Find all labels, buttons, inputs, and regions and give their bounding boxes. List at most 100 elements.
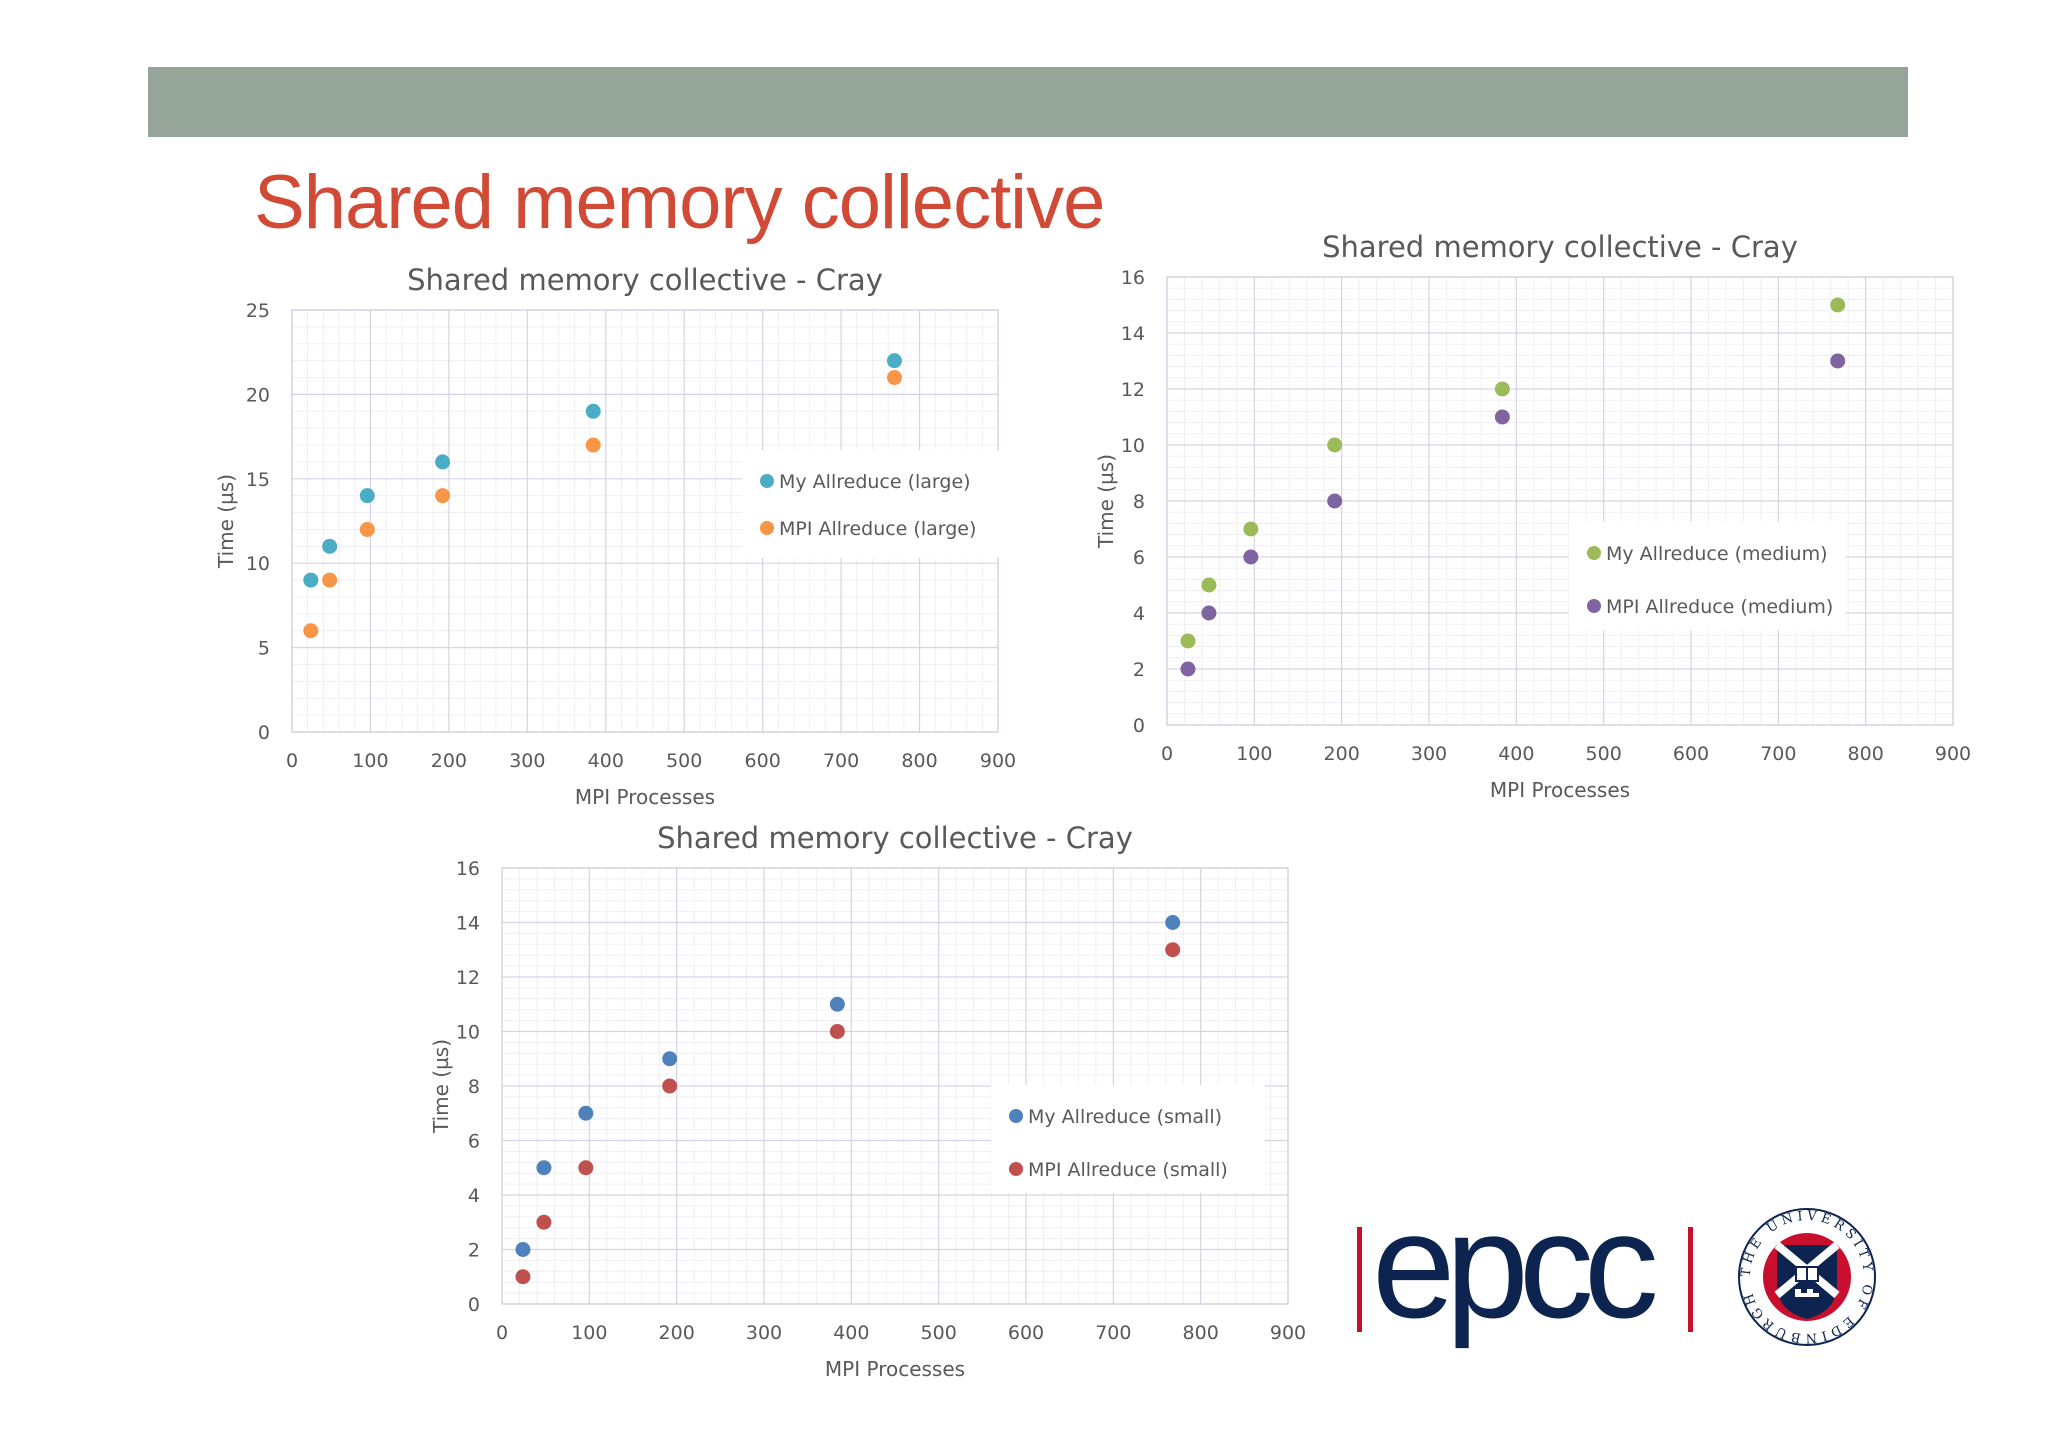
y-tick-label: 10 <box>246 553 270 575</box>
chart-title: Shared memory collective - Cray <box>657 821 1133 855</box>
data-point <box>585 437 601 453</box>
logo-area: epcc THE UNIVERSITY OF EDINBURGH <box>1340 1181 1900 1370</box>
x-tick-label: 600 <box>1008 1322 1044 1344</box>
data-point <box>662 1078 678 1094</box>
y-tick-label: 2 <box>468 1240 480 1262</box>
y-tick-label: 10 <box>1121 435 1145 457</box>
data-point <box>1243 521 1259 537</box>
x-axis-label: MPI Processes <box>1490 778 1630 802</box>
legend-marker <box>760 474 774 488</box>
x-tick-label: 800 <box>1183 1322 1219 1344</box>
y-tick-label: 6 <box>468 1131 480 1153</box>
chart-title: Shared memory collective - Cray <box>407 263 883 297</box>
x-tick-label: 100 <box>571 1322 607 1344</box>
x-tick-label: 800 <box>901 750 937 772</box>
series-1 <box>1180 353 1846 677</box>
legend-marker <box>1587 599 1601 613</box>
x-tick-label: 700 <box>1760 743 1796 765</box>
data-point <box>322 572 338 588</box>
legend-box <box>1569 522 1845 630</box>
x-tick-label: 300 <box>746 1322 782 1344</box>
data-point <box>578 1160 594 1176</box>
x-tick-label: 400 <box>1498 743 1534 765</box>
x-tick-label: 300 <box>1411 743 1447 765</box>
y-tick-label: 0 <box>1133 715 1145 737</box>
data-point <box>359 488 375 504</box>
y-tick-label: 16 <box>1121 267 1145 289</box>
x-tick-label: 100 <box>352 750 388 772</box>
series-0 <box>303 353 902 588</box>
data-point <box>1243 549 1259 565</box>
data-point <box>886 370 902 386</box>
y-tick-label: 8 <box>468 1076 480 1098</box>
data-point <box>1201 577 1217 593</box>
legend-entry: MPI Allreduce (small) <box>1028 1159 1228 1181</box>
data-point <box>1830 353 1846 369</box>
legend-entry: MPI Allreduce (medium) <box>1606 596 1833 618</box>
data-point <box>515 1269 531 1285</box>
legend-marker <box>1009 1162 1023 1176</box>
y-tick-label: 12 <box>1121 379 1145 401</box>
data-point <box>435 488 451 504</box>
data-point <box>1494 381 1510 397</box>
y-tick-label: 14 <box>1121 323 1145 345</box>
legend-entry: My Allreduce (small) <box>1028 1106 1222 1128</box>
series-1 <box>303 370 902 639</box>
chart-medium: 0 100 200 300 400 500 600 700 800 900 0 2 4 6 8 10 12 14 1… <box>1094 230 1971 802</box>
legend: My Allreduce (large) MPI Allreduce (large… <box>742 450 1000 558</box>
y-tick-label: 16 <box>456 858 480 880</box>
y-tick-label: 15 <box>246 469 270 491</box>
x-tick-label: 900 <box>980 750 1016 772</box>
data-point <box>1165 942 1181 958</box>
data-point <box>536 1160 552 1176</box>
y-tick-label: 4 <box>1133 603 1145 625</box>
y-tick-label: 4 <box>468 1185 480 1207</box>
legend: My Allreduce (medium) MPI Allreduce (medi… <box>1569 522 1845 630</box>
x-tick-label: 700 <box>823 750 859 772</box>
x-tick-label: 400 <box>588 750 624 772</box>
data-point <box>585 403 601 419</box>
x-tick-label: 600 <box>1673 743 1709 765</box>
x-tick-label: 900 <box>1270 1322 1306 1344</box>
legend-box <box>991 1085 1265 1193</box>
data-point <box>1180 633 1196 649</box>
y-tick-label: 12 <box>456 967 480 989</box>
slide-title: Shared memory collective <box>254 160 1105 245</box>
x-tick-label: 200 <box>659 1322 695 1344</box>
y-tick-label: 2 <box>1133 659 1145 681</box>
series-0 <box>515 915 1181 1257</box>
legend-entry: My Allreduce (medium) <box>1606 543 1828 565</box>
y-tick-label: 14 <box>456 913 480 935</box>
header-banner <box>148 67 1908 137</box>
chart-small: 0 100 200 300 400 500 600 700 800 900 0 2 4 6 8 10 12 14 1… <box>429 821 1306 1381</box>
x-axis-label: MPI Processes <box>825 1357 965 1381</box>
data-point <box>662 1051 678 1067</box>
data-point <box>1201 605 1217 621</box>
data-point <box>829 1024 845 1039</box>
x-tick-label: 0 <box>286 750 298 772</box>
legend-box <box>742 450 1000 558</box>
x-tick-label: 0 <box>496 1322 508 1344</box>
y-tick-label: 6 <box>1133 547 1145 569</box>
data-point <box>1327 437 1343 453</box>
x-tick-label: 700 <box>1095 1322 1131 1344</box>
y-axis-label: Time (µs) <box>214 474 238 569</box>
x-tick-label: 500 <box>666 750 702 772</box>
legend-marker <box>1587 546 1601 560</box>
data-point <box>515 1242 531 1257</box>
y-tick-label: 8 <box>1133 491 1145 513</box>
data-point <box>1327 493 1343 509</box>
logo-divider-right <box>1688 1227 1693 1332</box>
y-tick-label: 10 <box>456 1022 480 1044</box>
y-tick-label: 0 <box>258 722 270 744</box>
data-point <box>886 353 902 369</box>
x-tick-label: 400 <box>833 1322 869 1344</box>
university-seal-icon: THE UNIVERSITY OF EDINBURGH <box>1738 1208 1876 1346</box>
logo-svg: epcc THE UNIVERSITY OF EDINBURGH <box>1357 1181 1876 1349</box>
legend-marker <box>760 521 774 535</box>
data-point <box>322 538 338 554</box>
legend: My Allreduce (small) MPI Allreduce (small… <box>991 1085 1265 1193</box>
y-tick-label: 5 <box>258 638 270 660</box>
data-point <box>1830 297 1846 313</box>
data-point <box>1180 661 1196 677</box>
